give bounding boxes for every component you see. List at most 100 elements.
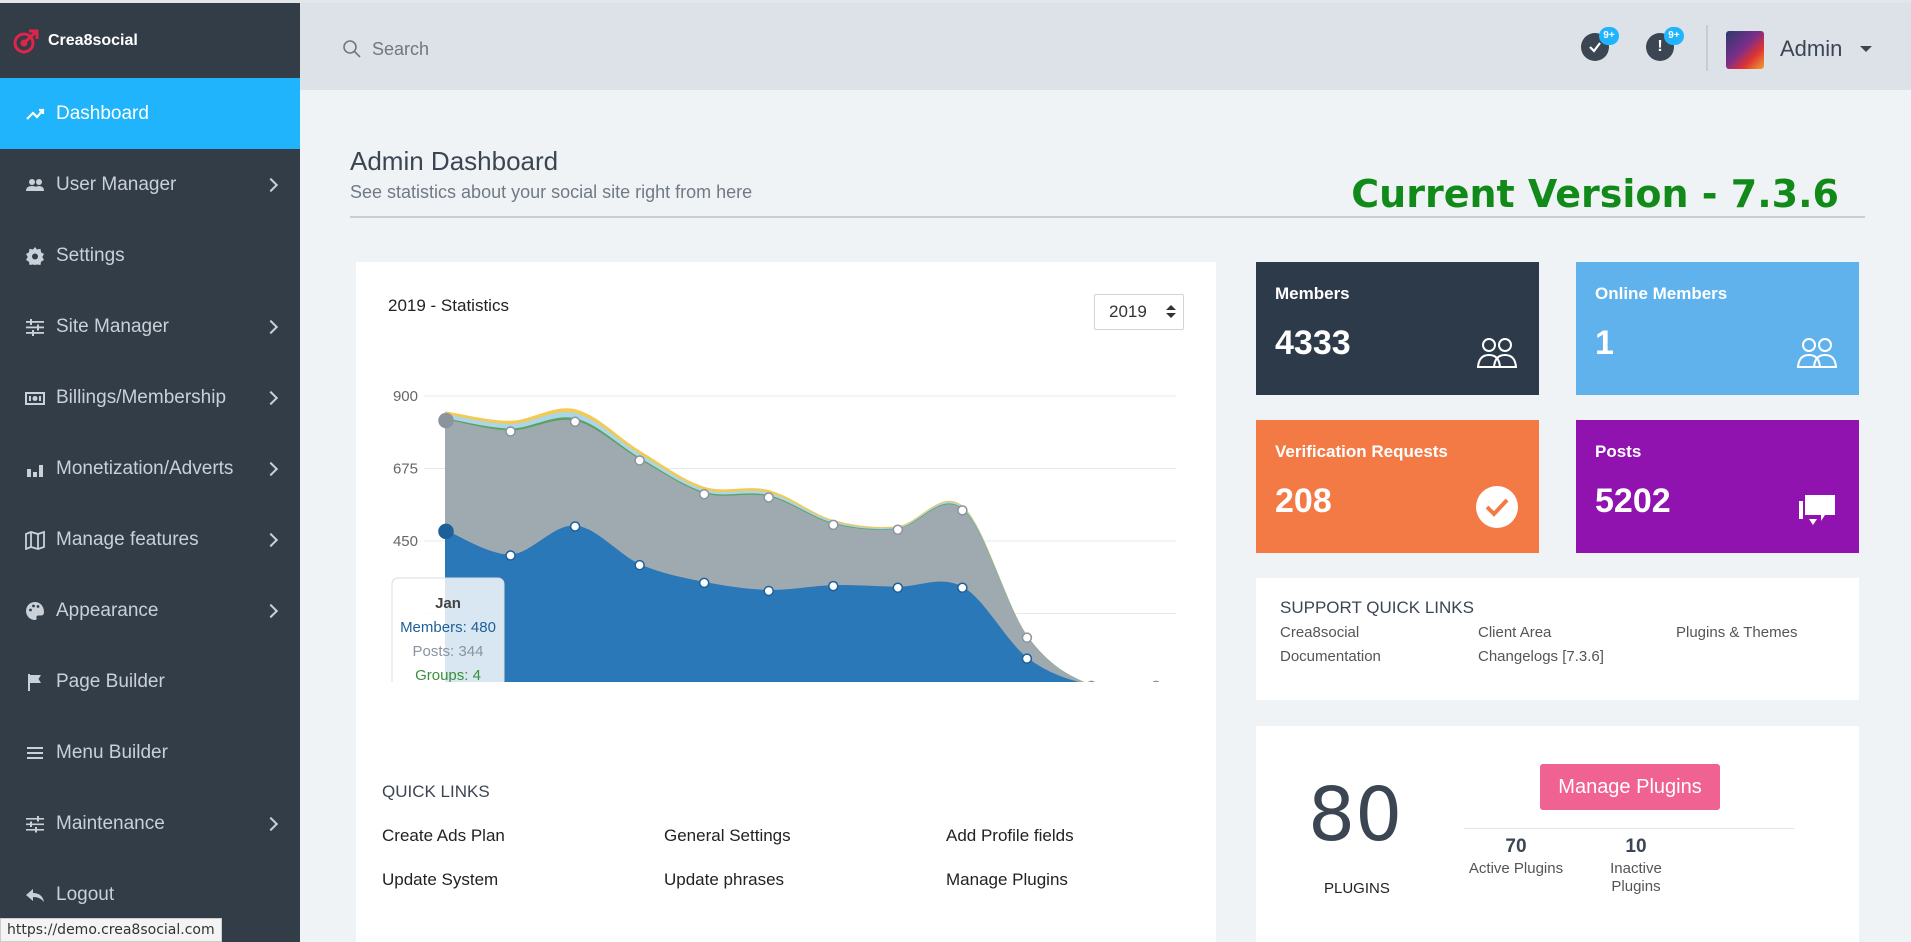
search-input[interactable] [372, 31, 972, 67]
brand[interactable]: Crea8social [0, 3, 300, 78]
data-point [957, 505, 968, 516]
quick-link[interactable]: General Settings [664, 826, 791, 845]
map-icon [24, 529, 46, 551]
sidebar-item-appearance[interactable]: Appearance [0, 575, 300, 646]
current-version: Current Version - 7.3.6 [1351, 172, 1839, 216]
data-point [957, 582, 968, 593]
sidebar-item-label: Billings/Membership [56, 386, 227, 408]
posts-stat-card[interactable]: Posts 5202 [1576, 420, 1859, 553]
stat-label: Verification Requests [1275, 442, 1448, 461]
brand-logo-icon [13, 29, 39, 53]
sidebar-item-label: Menu Builder [56, 741, 168, 763]
year-select-value: 2019 [1109, 302, 1147, 321]
sidebar-item-label: Settings [56, 244, 125, 266]
verification-check-button[interactable]: 9+ [1581, 27, 1619, 61]
sidebar-item-label: Site Manager [56, 315, 170, 337]
sidebar-item-label: Manage features [56, 528, 199, 550]
data-point [698, 577, 710, 589]
data-point [569, 416, 581, 428]
avatar[interactable] [1726, 31, 1764, 69]
online-members-stat-card[interactable]: Online Members 1 [1576, 262, 1859, 395]
data-point [892, 582, 904, 593]
palette-icon [24, 600, 46, 622]
stat-value: 5202 [1595, 482, 1671, 520]
alerts-button[interactable]: ! 9+ [1646, 27, 1684, 61]
quick-link[interactable]: Add Profile fields [946, 826, 1074, 845]
trending-up-icon [24, 103, 46, 125]
quick-link[interactable]: Manage Plugins [946, 870, 1068, 889]
data-point [505, 426, 516, 437]
sidebar-item-user-manager[interactable]: User Manager [0, 149, 300, 220]
user-name[interactable]: Admin [1780, 36, 1843, 61]
brand-name: Crea8social [48, 31, 138, 49]
sliders-icon [24, 316, 46, 338]
data-point [569, 521, 581, 532]
support-link[interactable]: Crea8social [1280, 624, 1360, 641]
exclamation-icon: ! [1657, 38, 1663, 55]
plugins-divider [1464, 828, 1794, 829]
status-bar-url: https://demo.crea8social.com [0, 918, 222, 942]
notification-badge: 9+ [1599, 27, 1619, 45]
quick-links-title: QUICK LINKS [382, 782, 490, 801]
notification-badge: 9+ [1664, 27, 1684, 45]
sidebar-item-maintenance[interactable]: Maintenance [0, 788, 300, 859]
chat-icon [1799, 495, 1835, 525]
check-icon [1589, 42, 1601, 53]
support-title: SUPPORT QUICK LINKS [1280, 598, 1474, 617]
stat-value: 208 [1275, 482, 1332, 520]
sidebar-item-logout[interactable]: Logout [0, 859, 300, 930]
search-icon [343, 40, 361, 58]
support-link[interactable]: Client Area [1478, 624, 1552, 641]
quick-link[interactable]: Create Ads Plan [382, 826, 505, 845]
chart-tooltip [391, 577, 505, 682]
data-point [763, 492, 774, 503]
support-link[interactable]: Documentation [1280, 648, 1381, 665]
sidebar-item-site-manager[interactable]: Site Manager [0, 291, 300, 362]
data-point [1152, 680, 1160, 682]
sidebar-item-page-builder[interactable]: Page Builder [0, 646, 300, 717]
topbar: 9+ ! 9+ Admin [300, 3, 1911, 90]
members-stat-card[interactable]: Members 4333 [1256, 262, 1539, 395]
tooltip-title: Jan [435, 595, 461, 612]
chevron-right-icon [263, 603, 279, 618]
inactive-plugins-count: 10 [1625, 836, 1647, 857]
sidebar-item-label: Logout [56, 883, 115, 905]
tooltip-line: Posts: 344 [413, 643, 484, 660]
gear-icon [24, 245, 46, 267]
data-point [1021, 653, 1033, 664]
quick-link[interactable]: Update System [382, 870, 499, 889]
manage-plugins-button[interactable]: Manage Plugins [1540, 764, 1720, 810]
verification-requests-stat-card[interactable]: Verification Requests 208 [1256, 420, 1539, 553]
reply-icon [24, 884, 46, 906]
sidebar-item-label: Monetization/Adverts [56, 457, 234, 479]
chevron-right-icon [263, 177, 279, 192]
sidebar-item-menu-builder[interactable]: Menu Builder [0, 717, 300, 788]
data-point [505, 550, 516, 561]
plugins-card: 80 PLUGINS Manage Plugins 70 Active Plug… [1256, 726, 1859, 942]
inactive-plugins-label: Inactive Plugins [1610, 860, 1662, 895]
sidebar-item-label: Appearance [56, 599, 159, 621]
sidebar-item-monetization-adverts[interactable]: Monetization/Adverts [0, 433, 300, 504]
stat-label: Posts [1595, 442, 1642, 461]
sidebar-item-label: User Manager [56, 173, 177, 195]
tune-icon [24, 813, 46, 835]
support-link[interactable]: Plugins & Themes [1676, 624, 1798, 641]
chevron-right-icon [263, 319, 279, 334]
sidebar-item-dashboard[interactable]: Dashboard [0, 78, 300, 149]
support-link[interactable]: Changelogs [7.3.6] [1478, 648, 1604, 665]
user-menu-caret-icon[interactable] [1860, 46, 1872, 52]
data-point [828, 580, 839, 592]
data-point [634, 559, 645, 571]
data-point [763, 585, 774, 597]
quick-link[interactable]: Update phrases [664, 870, 785, 889]
topbar-divider [1706, 25, 1708, 71]
statistics-card: 2019 - Statistics 2019 900675450JanFebMa… [356, 262, 1216, 942]
data-point [1088, 680, 1095, 682]
sidebar-item-manage-features[interactable]: Manage features [0, 504, 300, 575]
sidebar-item-settings[interactable]: Settings [0, 220, 300, 291]
year-select[interactable]: 2019 [1094, 294, 1184, 330]
chevron-right-icon [263, 390, 279, 405]
data-point [1021, 632, 1033, 643]
group-icon [1476, 338, 1518, 368]
sidebar-item-billings-membership[interactable]: Billings/Membership [0, 362, 300, 433]
